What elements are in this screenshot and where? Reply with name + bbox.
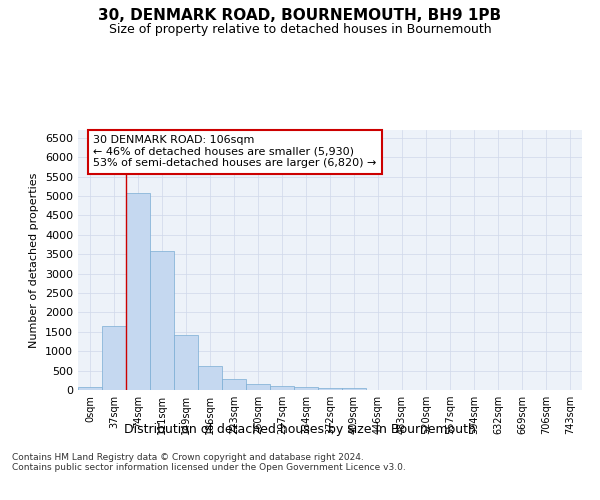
Text: 30 DENMARK ROAD: 106sqm
← 46% of detached houses are smaller (5,930)
53% of semi: 30 DENMARK ROAD: 106sqm ← 46% of detache… (93, 135, 376, 168)
Text: 30, DENMARK ROAD, BOURNEMOUTH, BH9 1PB: 30, DENMARK ROAD, BOURNEMOUTH, BH9 1PB (98, 8, 502, 22)
Bar (294, 387, 318, 390)
Text: Distribution of detached houses by size in Bournemouth: Distribution of detached houses by size … (124, 422, 476, 436)
Bar (270, 386, 294, 390)
Bar (198, 366, 222, 390)
Bar (102, 326, 126, 390)
Bar (318, 388, 342, 390)
Bar (246, 384, 270, 390)
Bar (126, 194, 150, 390)
Text: Contains HM Land Registry data © Crown copyright and database right 2024.
Contai: Contains HM Land Registry data © Crown c… (12, 452, 406, 472)
Bar (222, 378, 246, 390)
Text: Size of property relative to detached houses in Bournemouth: Size of property relative to detached ho… (109, 22, 491, 36)
Bar (342, 388, 366, 390)
Bar (150, 250, 174, 390)
Y-axis label: Number of detached properties: Number of detached properties (29, 172, 40, 348)
Bar (78, 387, 102, 390)
Bar (174, 336, 198, 390)
